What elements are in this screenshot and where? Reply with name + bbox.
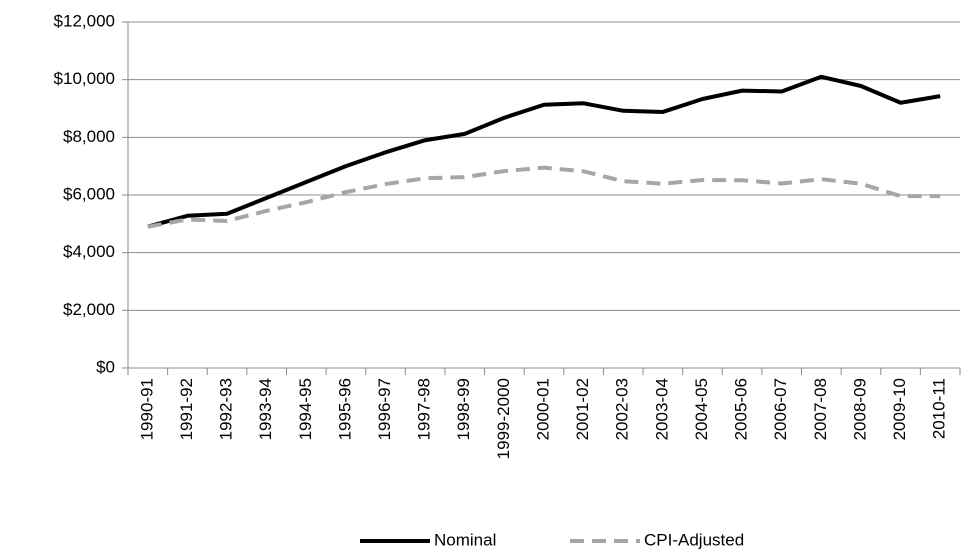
y-tick-label: $2,000 xyxy=(63,300,115,319)
x-tick-label: 1996-97 xyxy=(375,378,394,440)
x-tick-label: 2002-03 xyxy=(613,378,632,440)
x-tick-label: 1992-93 xyxy=(217,378,236,440)
x-tick-label: 1998-99 xyxy=(454,378,473,440)
y-tick-label: $0 xyxy=(96,357,115,376)
x-tick-label: 1990-91 xyxy=(137,378,156,440)
x-tick-label: 2009-10 xyxy=(890,378,909,440)
y-tick-label: $8,000 xyxy=(63,127,115,146)
x-tick-label: 1997-98 xyxy=(415,378,434,440)
x-tick-label: 2001-02 xyxy=(573,378,592,440)
x-tick-label: 2004-05 xyxy=(692,378,711,440)
x-tick-label: 2005-06 xyxy=(732,378,751,440)
series-line xyxy=(147,74,941,229)
x-tick-label: 2006-07 xyxy=(771,378,790,440)
series-line xyxy=(147,165,941,229)
y-tick-label: $6,000 xyxy=(63,184,115,203)
y-tick-label: $4,000 xyxy=(63,242,115,261)
x-tick-label: 2000-01 xyxy=(533,378,552,440)
y-tick-label: $12,000 xyxy=(54,11,115,30)
x-tick-label: 2010-11 xyxy=(930,378,949,439)
y-tick-label: $10,000 xyxy=(54,69,115,88)
x-tick-label: 1994-95 xyxy=(296,378,315,440)
x-tick-label: 2007-08 xyxy=(811,378,830,440)
x-tick-label: 1999-2000 xyxy=(494,378,513,459)
x-tick-label: 1991-92 xyxy=(177,378,196,440)
x-tick-label: 2008-09 xyxy=(850,378,869,440)
x-tick-label: 1993-94 xyxy=(256,378,275,440)
x-tick-label: 1995-96 xyxy=(335,378,354,440)
legend-label: Nominal xyxy=(434,530,496,549)
x-tick-label: 2003-04 xyxy=(652,378,671,440)
legend-label: CPI-Adjusted xyxy=(644,530,744,549)
